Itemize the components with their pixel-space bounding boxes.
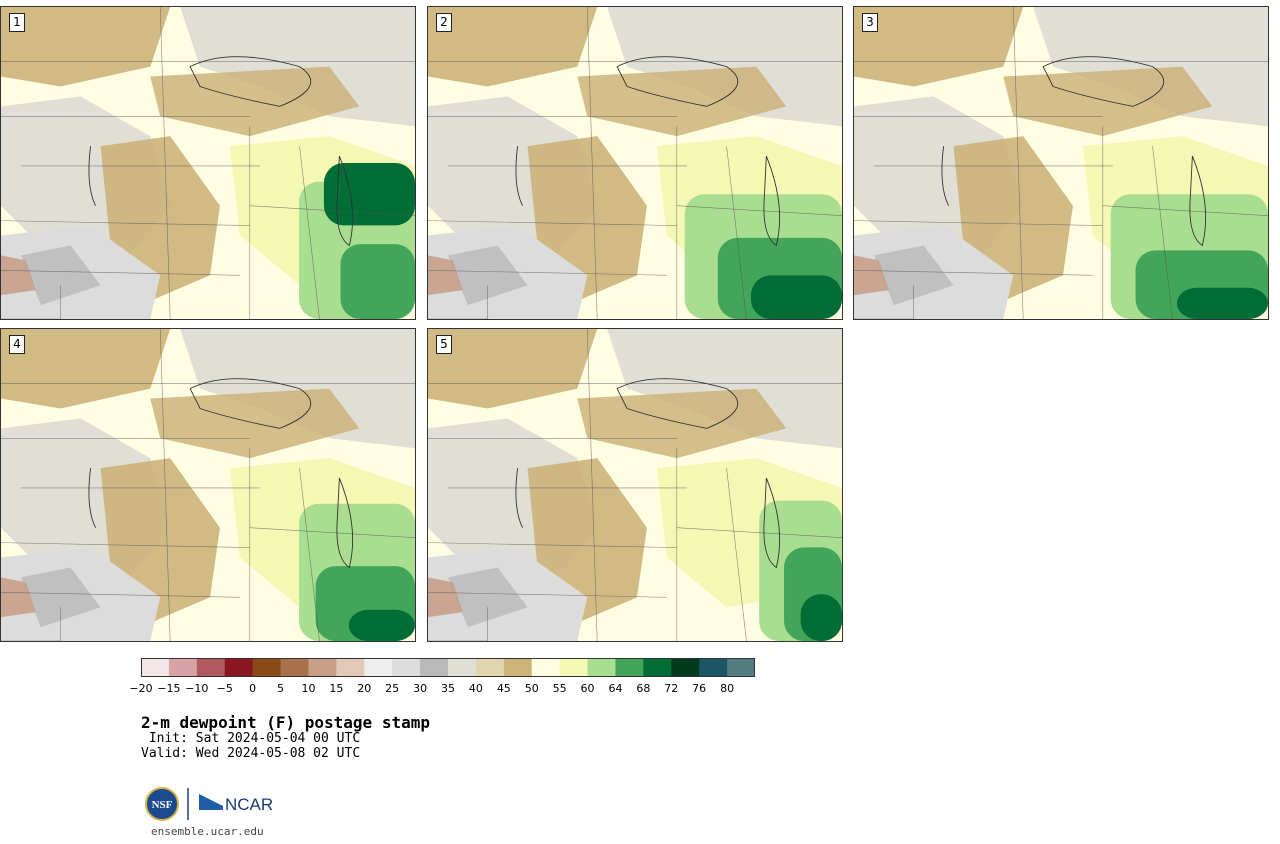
panel-number: 2 [436, 13, 452, 32]
panel-number: 4 [9, 335, 25, 354]
valid-time: Valid: Wed 2024-05-08 02 UTC [141, 746, 361, 761]
panel-map [1, 7, 415, 319]
ncar-logo-icon [199, 794, 223, 810]
colorbar-swatch [420, 658, 449, 677]
colorbar-tick-label: 40 [468, 682, 483, 695]
panel-number: 1 [9, 13, 25, 32]
nsf-ncar-logo: NSF NCAR [145, 787, 273, 821]
stamp-panel-4: 4 [0, 328, 416, 642]
panel-map [854, 7, 1268, 319]
stamp-panel-2: 2 [427, 6, 843, 320]
colorbar-tick-label: 45 [496, 682, 511, 695]
panel-map [428, 7, 842, 319]
colorbar-tick-label: 10 [301, 682, 316, 695]
colorbar-tick-label: 72 [664, 682, 679, 695]
nsf-logo-icon [145, 787, 179, 821]
colorbar-tick-label: 64 [608, 682, 623, 695]
colorbar-tick-label: −20 [129, 682, 153, 695]
panel-number: 3 [862, 13, 878, 32]
colorbar-tick-label: 68 [636, 682, 651, 695]
colorbar-swatch [727, 658, 755, 677]
colorbar [141, 658, 755, 677]
colorbar-swatch [503, 658, 533, 677]
chart-title: 2-m dewpoint (F) postage stamp [141, 713, 430, 732]
colorbar-swatch [699, 658, 728, 677]
colorbar-swatch [336, 658, 365, 677]
colorbar-tick-label: 5 [277, 682, 285, 695]
colorbar-swatch [308, 658, 337, 677]
colorbar-swatch [643, 658, 672, 677]
colorbar-tick-label: 76 [692, 682, 707, 695]
colorbar-swatch [252, 658, 282, 677]
colorbar-tick-label: 25 [385, 682, 400, 695]
colorbar-tick-label: 30 [413, 682, 428, 695]
colorbar-tick-label: −5 [216, 682, 233, 695]
colorbar-tick-label: 20 [357, 682, 372, 695]
colorbar-tick-label: 80 [720, 682, 735, 695]
stamp-panel-5: 5 [427, 328, 843, 642]
colorbar-swatch [448, 658, 477, 677]
colorbar-tick-label: 50 [524, 682, 539, 695]
colorbar-swatch [559, 658, 589, 677]
colorbar-swatch [475, 658, 505, 677]
init-time: Init: Sat 2024-05-04 00 UTC [141, 731, 361, 746]
panel-map [1, 329, 415, 641]
colorbar-swatch [168, 658, 198, 677]
stamp-panel-3: 3 [853, 6, 1269, 320]
colorbar-swatch [280, 658, 309, 677]
ncar-logo-text: NCAR [225, 795, 273, 814]
colorbar-swatch [224, 658, 254, 677]
colorbar-swatch [141, 658, 170, 677]
nsf-logo-text: NSF [152, 799, 173, 811]
colorbar-tick-label: 55 [552, 682, 567, 695]
stamp-panel-1: 1 [0, 6, 416, 320]
colorbar-tick-label: 35 [441, 682, 455, 695]
colorbar-swatch [364, 658, 393, 677]
colorbar-tick-label: 15 [329, 682, 344, 695]
colorbar-swatch [531, 658, 561, 677]
colorbar-swatch [392, 658, 421, 677]
colorbar-tick-label: 60 [580, 682, 595, 695]
colorbar-swatch [615, 658, 644, 677]
panel-number: 5 [436, 335, 452, 354]
site-url: ensemble.ucar.edu [151, 825, 264, 838]
colorbar-tick-label: 0 [249, 682, 257, 695]
colorbar-tick-label: −15 [157, 682, 181, 695]
panel-map [428, 329, 842, 641]
colorbar-swatch [196, 658, 226, 677]
colorbar-tick-label: −10 [185, 682, 209, 695]
colorbar-swatch [671, 658, 700, 677]
colorbar-swatch [587, 658, 616, 677]
